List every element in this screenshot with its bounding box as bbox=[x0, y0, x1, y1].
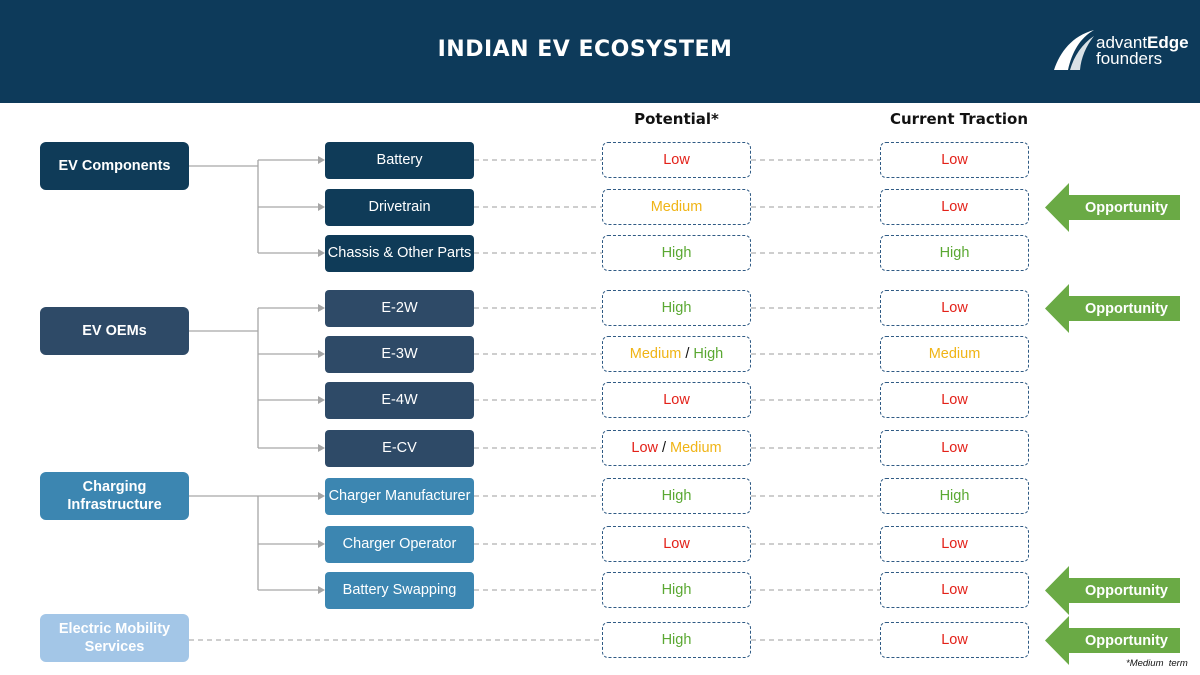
rating-text: High bbox=[661, 300, 692, 316]
potential-cell: High bbox=[602, 622, 751, 658]
potential-column-header: Potential* bbox=[634, 110, 719, 128]
current-traction-cell: Low bbox=[880, 290, 1029, 326]
rating-text: High bbox=[939, 488, 970, 504]
swoosh-icon bbox=[1054, 30, 1094, 70]
opportunity-arrow: Opportunity bbox=[1045, 616, 1180, 665]
potential-cell: Low bbox=[602, 142, 751, 178]
rating-text: High bbox=[661, 632, 692, 648]
subcategory-box: Chassis & Other Parts bbox=[325, 234, 474, 272]
category-box: EV Components bbox=[40, 142, 189, 190]
arrow-head bbox=[318, 203, 325, 211]
opportunity-arrow: Opportunity bbox=[1045, 284, 1180, 333]
potential-cell: High bbox=[602, 235, 751, 271]
rating-text: Medium bbox=[650, 199, 703, 215]
rating-text: High bbox=[661, 245, 692, 261]
subcategory-box: Charger Manufacturer bbox=[325, 477, 474, 515]
opportunity-label: Opportunity bbox=[1085, 300, 1168, 317]
header-bar: INDIAN EV ECOSYSTEM advantEdge founders bbox=[0, 0, 1200, 103]
current-traction-cell: Low bbox=[880, 526, 1029, 562]
potential-cell: High bbox=[602, 478, 751, 514]
rating-text: Low bbox=[663, 536, 690, 552]
arrow-head bbox=[318, 586, 325, 594]
rating-text: Low bbox=[941, 152, 968, 168]
potential-cell: Low bbox=[602, 526, 751, 562]
rating-text: Low bbox=[941, 199, 968, 215]
subcategory-box: Drivetrain bbox=[325, 188, 474, 226]
category-box: Electric Mobility Services bbox=[40, 614, 189, 662]
arrow-head bbox=[318, 249, 325, 257]
arrow-head bbox=[318, 396, 325, 404]
subcategory-box: E-2W bbox=[325, 289, 474, 327]
current-traction-cell: High bbox=[880, 235, 1029, 271]
category-box: Charging Infrastructure bbox=[40, 472, 189, 520]
opportunity-arrow: Opportunity bbox=[1045, 566, 1180, 615]
opportunity-arrow: Opportunity bbox=[1045, 183, 1180, 232]
logo-wordmark: advantEdge founders bbox=[1096, 33, 1189, 68]
category-box: EV OEMs bbox=[40, 307, 189, 355]
current-traction-cell: Low bbox=[880, 572, 1029, 608]
potential-cell: High bbox=[602, 572, 751, 608]
current-traction-cell: Low bbox=[880, 189, 1029, 225]
opportunity-label: Opportunity bbox=[1085, 632, 1168, 649]
arrow-head bbox=[318, 304, 325, 312]
current-traction-cell: Low bbox=[880, 430, 1029, 466]
footnote: *Medium term bbox=[1126, 658, 1188, 669]
rating-text: Low bbox=[941, 300, 968, 316]
potential-cell: Medium bbox=[602, 189, 751, 225]
rating-text: Low bbox=[941, 582, 968, 598]
subcategory-box: E-CV bbox=[325, 429, 474, 467]
rating-text: High bbox=[693, 346, 724, 362]
rating-text: Medium bbox=[928, 346, 981, 362]
current-traction-cell: Medium bbox=[880, 336, 1029, 372]
rating-text: Low bbox=[663, 152, 690, 168]
arrow-head bbox=[318, 350, 325, 358]
subcategory-box: Battery Swapping bbox=[325, 571, 474, 609]
rating-text: Low bbox=[941, 632, 968, 648]
potential-cell: High bbox=[602, 290, 751, 326]
potential-cell: Low bbox=[602, 382, 751, 418]
page-title: INDIAN EV ECOSYSTEM bbox=[437, 37, 733, 62]
rating-text: High bbox=[661, 488, 692, 504]
rating-text: Low bbox=[663, 392, 690, 408]
rating-text: Low bbox=[941, 440, 968, 456]
separator: / bbox=[662, 440, 667, 456]
rating-text: High bbox=[939, 245, 970, 261]
rating-text: High bbox=[661, 582, 692, 598]
arrow-head bbox=[318, 540, 325, 548]
current-traction-column-header: Current Traction bbox=[889, 110, 1029, 128]
rating-text: Low bbox=[941, 392, 968, 408]
rating-text: Medium bbox=[629, 346, 682, 362]
rating-text: Low bbox=[941, 536, 968, 552]
arrow-head bbox=[318, 492, 325, 500]
current-traction-cell: High bbox=[880, 478, 1029, 514]
arrow-head bbox=[318, 156, 325, 164]
opportunity-label: Opportunity bbox=[1085, 199, 1168, 216]
subcategory-box: E-4W bbox=[325, 381, 474, 419]
current-traction-cell: Low bbox=[880, 142, 1029, 178]
subcategory-box: Charger Operator bbox=[325, 525, 474, 563]
arrow-head bbox=[318, 444, 325, 452]
current-traction-cell: Low bbox=[880, 382, 1029, 418]
subcategory-box: E-3W bbox=[325, 335, 474, 373]
potential-cell: Low / Medium bbox=[602, 430, 751, 466]
rating-text: Low bbox=[631, 440, 658, 456]
current-traction-cell: Low bbox=[880, 622, 1029, 658]
potential-cell: Medium / High bbox=[602, 336, 751, 372]
brand-logo: advantEdge founders bbox=[1050, 26, 1190, 76]
opportunity-label: Opportunity bbox=[1085, 582, 1168, 599]
separator: / bbox=[685, 346, 690, 362]
subcategory-box: Battery bbox=[325, 141, 474, 179]
rating-text: Medium bbox=[670, 440, 722, 456]
